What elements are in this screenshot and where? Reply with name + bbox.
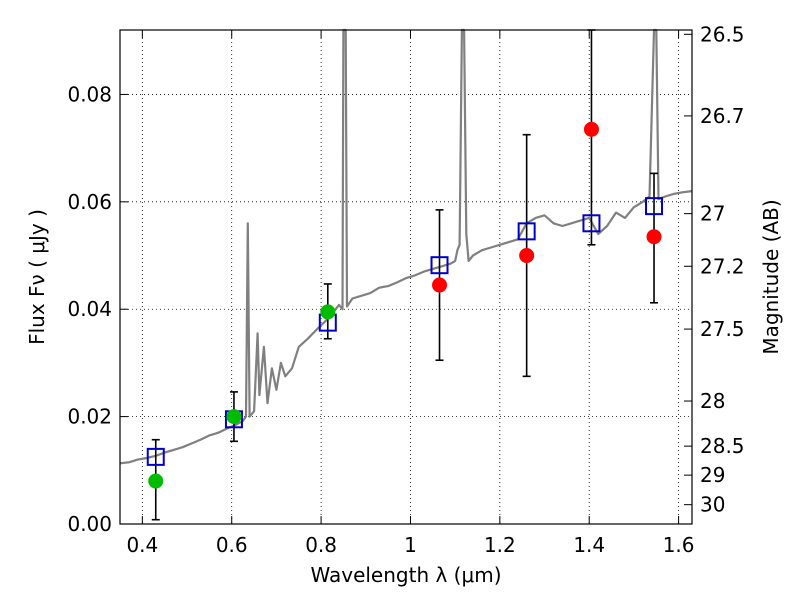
observed-circle-point: [432, 277, 448, 293]
x-tick-label: 0.6: [216, 533, 248, 557]
model-square-point: [146, 447, 165, 466]
model-square-point: [430, 256, 449, 275]
photometry-markers: [146, 121, 664, 489]
y2-tick-label: 29: [700, 463, 725, 487]
x-tick-label: 1.4: [573, 533, 605, 557]
y2-tick-label: 28.5: [700, 434, 745, 458]
y2-axis-label: Magnitude (AB): [759, 199, 783, 354]
x-tick-label: 1.6: [663, 533, 695, 557]
x-tick-label: 0.8: [305, 533, 337, 557]
y2-tick-label: 26.7: [700, 104, 745, 128]
x-tick-label: 1: [404, 533, 417, 557]
y2-tick-label: 30: [700, 493, 725, 517]
x-axis-label: Wavelength λ (μm): [310, 563, 501, 587]
y2-tick-label: 26.5: [700, 22, 745, 46]
x-tick-label: 0.4: [126, 533, 158, 557]
y2-tick-label: 28: [700, 389, 725, 413]
observed-circle-point: [226, 409, 242, 425]
model-square-point: [517, 222, 536, 241]
observed-circle-point: [646, 229, 662, 245]
y2-tick-label: 27.5: [700, 317, 745, 341]
model-square-point: [645, 197, 664, 216]
y-tick-label: 0.02: [67, 405, 112, 429]
y-axis-label: Flux Fν ( μJy ): [25, 209, 49, 345]
observed-circle-point: [583, 121, 599, 137]
y2-tick-label: 27.2: [700, 254, 745, 278]
axis-ticks: 0.4 0.6 0.8 1 1.2 1.4 1.6 0.00 0.02 0.04 0.06 0.08 2…: [67, 22, 744, 557]
observed-circle-point: [519, 248, 535, 264]
error-bars: [151, 29, 659, 521]
x-tick-label: 1.2: [484, 533, 516, 557]
model-square-point: [582, 214, 601, 233]
y-tick-label: 0.06: [67, 190, 112, 214]
plot-frame: [119, 29, 693, 525]
y-tick-label: 0.00: [67, 512, 112, 536]
observed-circle-point: [148, 473, 164, 489]
y2-tick-label: 27: [700, 202, 725, 226]
y-tick-label: 0.04: [67, 297, 112, 321]
observed-circle-point: [320, 304, 336, 320]
y-tick-label: 0.08: [67, 82, 112, 106]
model-spectrum: [119, 28, 693, 465]
spectrum-line: [119, 28, 693, 465]
